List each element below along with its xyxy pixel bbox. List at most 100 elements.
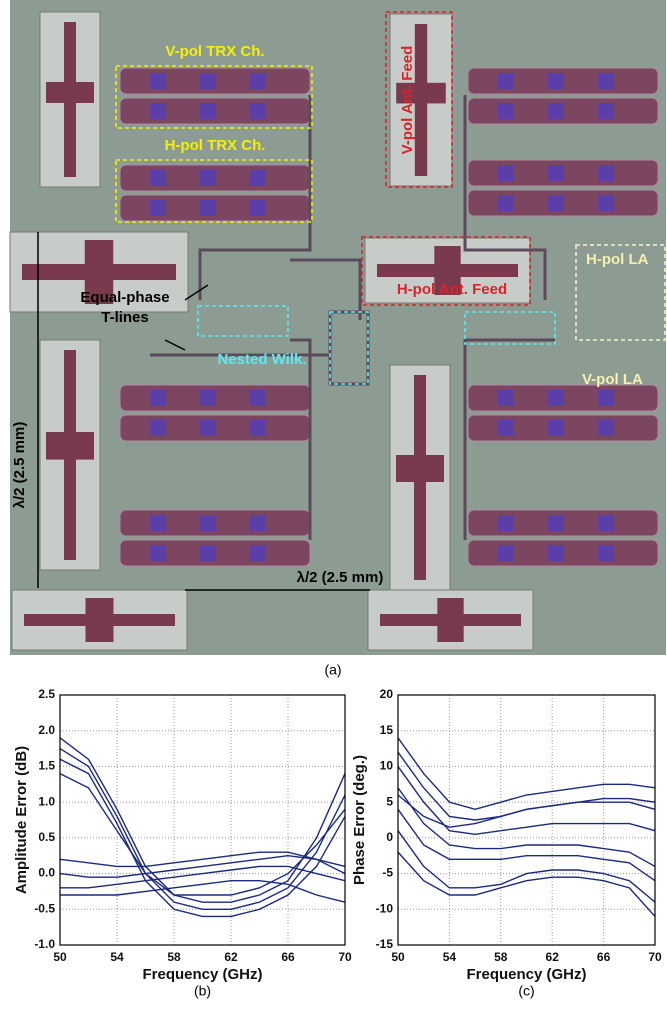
plot-frame (60, 695, 345, 945)
channel-cell (498, 420, 514, 436)
series-line (60, 749, 345, 910)
chart: -15-10-505101520505458626670Phase Error … (351, 687, 662, 999)
y-tick-label: 0.0 (38, 866, 55, 880)
chip-photo: V-pol TRX Ch. H-pol TRX Ch. V-pol Ant. F… (10, 0, 666, 655)
channel-cell (548, 103, 564, 119)
channel-cell (548, 545, 564, 561)
channel-cell (548, 420, 564, 436)
x-tick-label: 54 (110, 950, 124, 964)
y-tick-label: 0 (386, 830, 393, 844)
channel-cell (498, 545, 514, 561)
channel-cell (548, 390, 564, 406)
x-tick-label: 50 (391, 950, 405, 964)
y-tick-label: -1.0 (34, 937, 55, 951)
pad-arm (437, 598, 463, 642)
channel-cell (548, 195, 564, 211)
channel-cell (250, 200, 266, 216)
channel-cell (498, 390, 514, 406)
y-tick-label: -5 (382, 866, 393, 880)
channel-cell (150, 390, 166, 406)
label-v-feed: V-pol Ant. Feed (399, 46, 416, 155)
channel-cell (598, 195, 614, 211)
channel-cell (150, 103, 166, 119)
channel-cell (598, 545, 614, 561)
label-h-trx: H-pol TRX Ch. (165, 137, 266, 154)
channel-cell (250, 103, 266, 119)
y-tick-label: 15 (380, 723, 394, 737)
y-tick-label: 10 (380, 759, 394, 773)
channel-cell (200, 103, 216, 119)
label-h-feed: H-pol Ant. Feed (397, 281, 507, 298)
channel-cell (548, 73, 564, 89)
channel-cell (200, 515, 216, 531)
pad-arm (396, 455, 444, 482)
plot-frame (398, 695, 655, 945)
y-axis-title: Phase Error (deg.) (351, 755, 368, 885)
series-line (398, 795, 655, 827)
y-axis-title: Amplitude Error (dB) (13, 746, 30, 894)
channel-cell (200, 420, 216, 436)
channel-cell (250, 73, 266, 89)
y-tick-label: 5 (386, 794, 393, 808)
channel-cell (150, 200, 166, 216)
channel-cell (498, 165, 514, 181)
channel-cell (150, 515, 166, 531)
x-tick-label: 66 (281, 950, 295, 964)
channel-cell (200, 390, 216, 406)
series-line (60, 881, 345, 902)
label-tlines: T-lines (101, 309, 149, 326)
channel-cell (250, 515, 266, 531)
channel-cell (200, 200, 216, 216)
channel-cell (598, 515, 614, 531)
label-v-trx: V-pol TRX Ch. (165, 43, 264, 60)
channel-cell (250, 170, 266, 186)
pad-arm (46, 82, 94, 103)
channel-cell (498, 515, 514, 531)
channel-cell (598, 390, 614, 406)
channel-cell (200, 545, 216, 561)
y-tick-label: -10 (376, 901, 394, 915)
y-tick-label: 0.5 (38, 830, 55, 844)
x-tick-label: 58 (494, 950, 508, 964)
channel-cell (150, 545, 166, 561)
label-v-la: V-pol LA (582, 371, 643, 388)
pad-arm (86, 598, 114, 642)
y-tick-label: 2.0 (38, 723, 55, 737)
series-line (398, 852, 655, 916)
y-tick-label: 2.5 (38, 687, 55, 701)
caption: (b) (194, 983, 211, 999)
y-tick-label: 1.5 (38, 759, 55, 773)
channel-cell (250, 420, 266, 436)
label-tlines: Equal-phase (80, 289, 169, 306)
y-tick-label: -15 (376, 937, 394, 951)
channel-cell (498, 195, 514, 211)
channel-cell (598, 73, 614, 89)
y-tick-label: 1.0 (38, 794, 55, 808)
series-line (398, 766, 655, 834)
series-line (398, 831, 655, 902)
x-tick-label: 70 (338, 950, 352, 964)
x-tick-label: 66 (597, 950, 611, 964)
x-tick-label: 70 (648, 950, 662, 964)
pad-arm (46, 432, 94, 460)
label-lambda: λ/2 (2.5 mm) (11, 422, 28, 509)
x-tick-label: 62 (546, 950, 560, 964)
label-lambda: λ/2 (2.5 mm) (297, 569, 384, 586)
channel-cell (150, 420, 166, 436)
x-tick-label: 50 (53, 950, 67, 964)
channel-cell (498, 103, 514, 119)
figure: V-pol TRX Ch. H-pol TRX Ch. V-pol Ant. F… (0, 0, 667, 1022)
label-h-la: H-pol LA (586, 251, 649, 268)
channel-cell (150, 73, 166, 89)
channel-cell (548, 165, 564, 181)
channel-cell (150, 170, 166, 186)
x-tick-label: 54 (443, 950, 457, 964)
channel-cell (548, 515, 564, 531)
x-tick-label: 58 (167, 950, 181, 964)
channel-cell (498, 73, 514, 89)
x-axis-title: Frequency (GHz) (142, 966, 262, 983)
channel-cell (200, 73, 216, 89)
caption: (c) (518, 983, 534, 999)
channel-cell (250, 390, 266, 406)
